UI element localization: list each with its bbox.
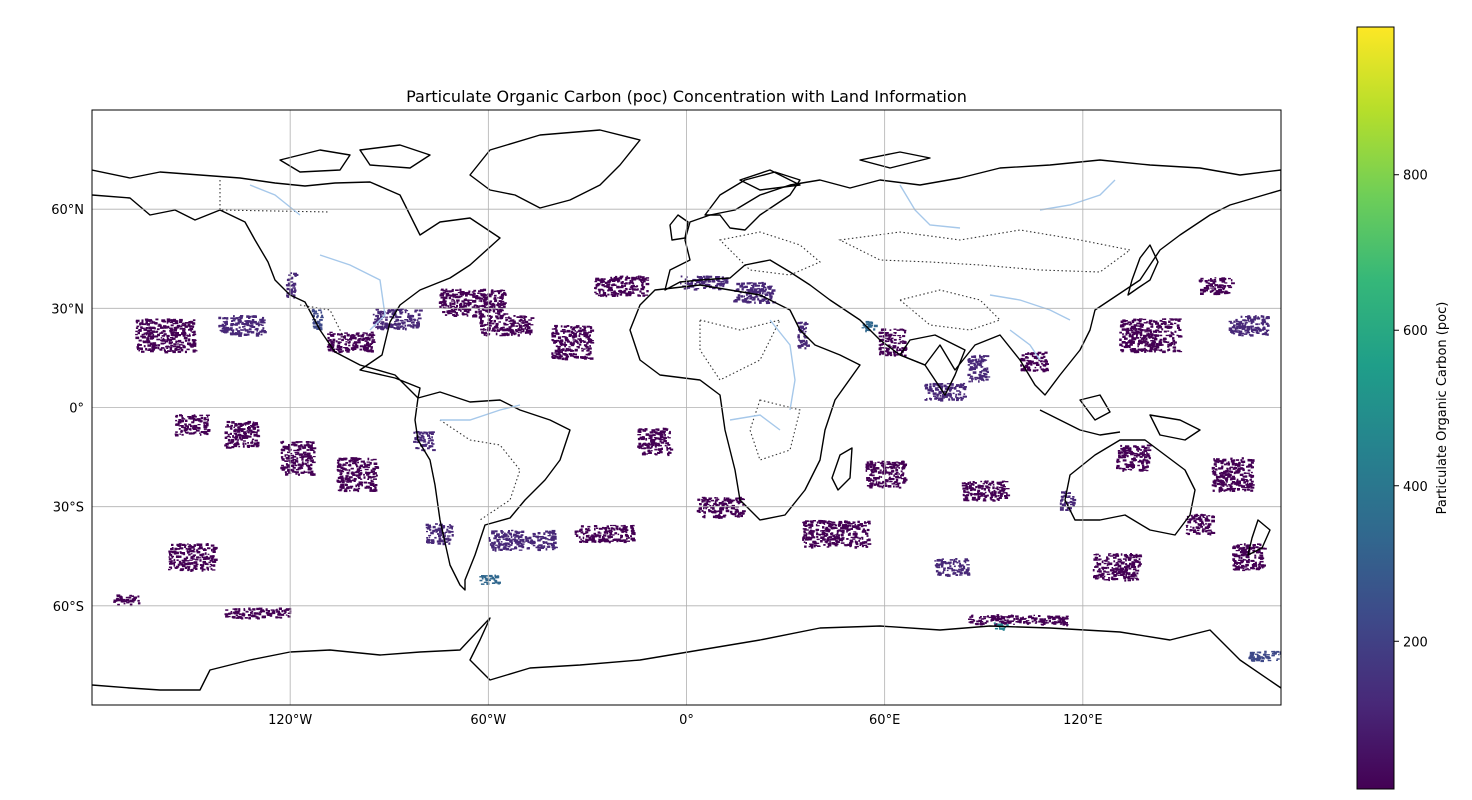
y-tick-label: 60°N: [51, 203, 84, 218]
y-tick-label: 30°S: [53, 501, 84, 516]
colorbar-tick-label: 200: [1403, 635, 1428, 650]
colorbar: 200 400 600 800 Particulate Organic Carbon …: [1357, 27, 1450, 789]
x-tick-label: 120°W: [268, 713, 312, 728]
x-tick-label: 120°E: [1063, 713, 1103, 728]
y-tick-label: 0°: [69, 402, 84, 417]
colorbar-label: Particulate Organic Carbon (poc): [1435, 302, 1450, 515]
colorbar-tick-label: 800: [1403, 169, 1428, 184]
x-tick-label: 60°E: [869, 713, 900, 728]
chart-title: Particulate Organic Carbon (poc) Concent…: [406, 87, 967, 106]
colorbar-gradient: [1357, 27, 1394, 789]
x-tick-labels: 120°W 60°W 0° 60°E 120°E: [268, 713, 1103, 728]
x-tick-label: 60°W: [470, 713, 506, 728]
colorbar-ticks: 200 400 600 800: [1394, 169, 1428, 651]
colorbar-tick-label: 400: [1403, 480, 1428, 495]
colorbar-tick-label: 600: [1403, 324, 1428, 339]
x-tick-label: 0°: [679, 713, 694, 728]
y-tick-label: 30°N: [51, 302, 84, 317]
y-tick-labels: 60°N 30°N 0° 30°S 60°S: [51, 203, 84, 615]
poc-patch: [225, 608, 292, 620]
y-tick-label: 60°S: [53, 600, 84, 615]
